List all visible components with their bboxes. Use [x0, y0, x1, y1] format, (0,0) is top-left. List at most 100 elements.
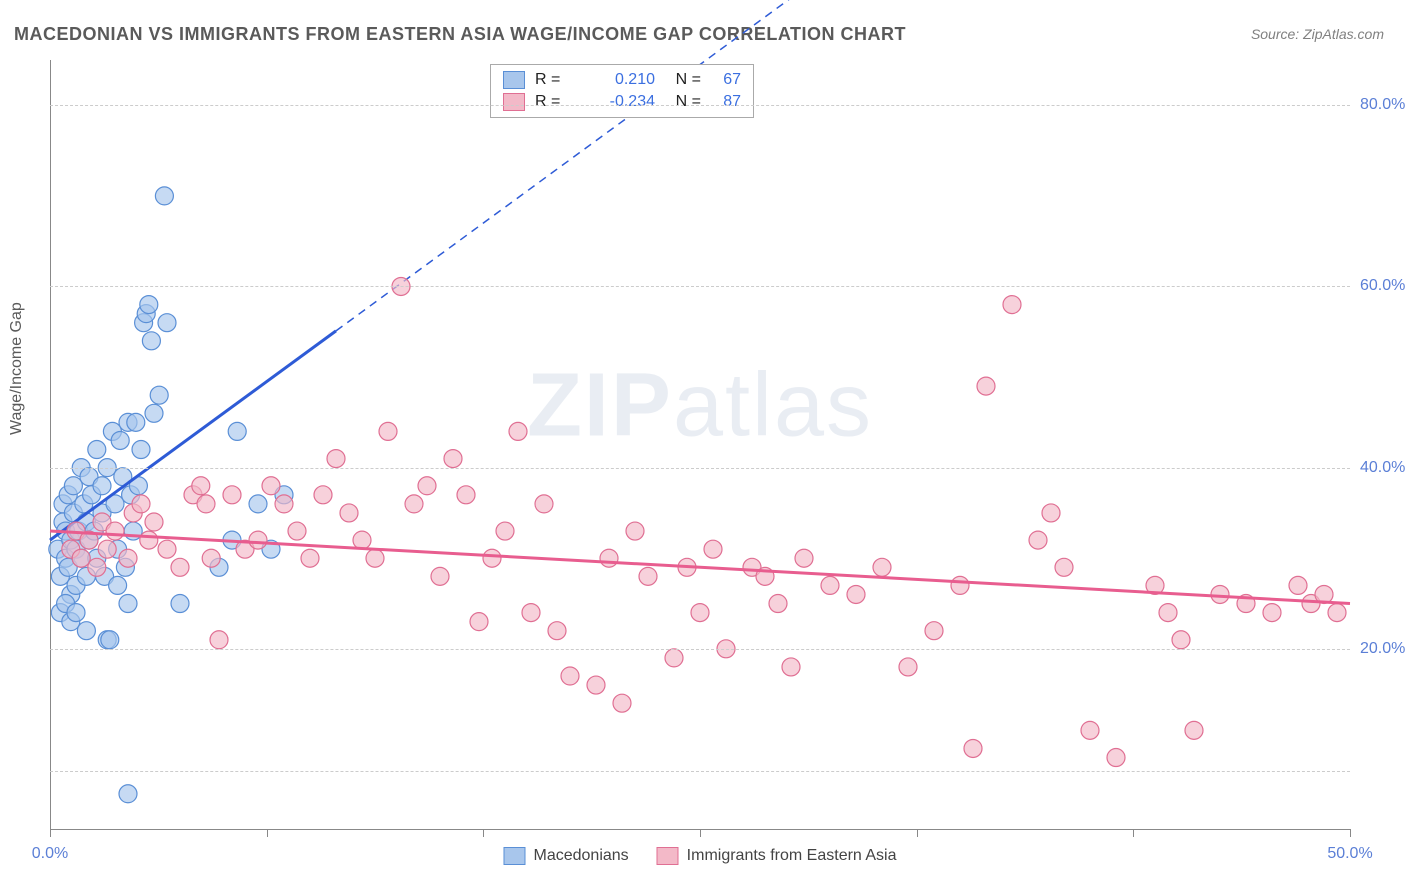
- data-point: [769, 595, 787, 613]
- correlation-legend: R =0.210N =67R =-0.234N =87: [490, 64, 754, 118]
- data-point: [101, 631, 119, 649]
- legend-swatch: [503, 93, 525, 111]
- data-point: [496, 522, 514, 540]
- data-point: [228, 422, 246, 440]
- data-point: [88, 558, 106, 576]
- data-point: [1107, 749, 1125, 767]
- series-legend-item: Macedonians: [503, 847, 628, 865]
- data-point: [873, 558, 891, 576]
- y-axis-label: Wage/Income Gap: [8, 302, 26, 435]
- gridline: [50, 105, 1350, 106]
- legend-row: R =0.210N =67: [499, 69, 745, 91]
- x-tick: [483, 829, 484, 837]
- data-point: [1081, 721, 1099, 739]
- data-point: [444, 450, 462, 468]
- data-point: [1172, 631, 1190, 649]
- data-point: [795, 549, 813, 567]
- legend-n-label: N =: [671, 93, 701, 111]
- data-point: [145, 513, 163, 531]
- data-point: [613, 694, 631, 712]
- source-attribution: Source: ZipAtlas.com: [1251, 26, 1384, 42]
- data-point: [1003, 296, 1021, 314]
- data-point: [1289, 576, 1307, 594]
- legend-n-value: 87: [711, 93, 741, 111]
- plot-area: ZIPatlas R =0.210N =67R =-0.234N =87 Mac…: [50, 60, 1350, 830]
- data-point: [977, 377, 995, 395]
- x-tick: [1133, 829, 1134, 837]
- data-point: [93, 477, 111, 495]
- legend-n-label: N =: [671, 71, 701, 89]
- data-point: [72, 549, 90, 567]
- legend-r-label: R =: [535, 93, 575, 111]
- data-point: [197, 495, 215, 513]
- data-point: [119, 549, 137, 567]
- data-point: [431, 567, 449, 585]
- data-point: [158, 314, 176, 332]
- y-tick-label: 20.0%: [1360, 640, 1405, 658]
- data-point: [119, 595, 137, 613]
- scatter-svg: [50, 60, 1350, 829]
- data-point: [1029, 531, 1047, 549]
- data-point: [158, 540, 176, 558]
- data-point: [1185, 721, 1203, 739]
- x-tick: [267, 829, 268, 837]
- gridline: [50, 649, 1350, 650]
- data-point: [548, 622, 566, 640]
- data-point: [925, 622, 943, 640]
- data-point: [132, 441, 150, 459]
- data-point: [127, 413, 145, 431]
- data-point: [1042, 504, 1060, 522]
- data-point: [782, 658, 800, 676]
- data-point: [340, 504, 358, 522]
- legend-r-label: R =: [535, 71, 575, 89]
- data-point: [509, 422, 527, 440]
- data-point: [301, 549, 319, 567]
- gridline: [50, 771, 1350, 772]
- x-tick: [917, 829, 918, 837]
- data-point: [64, 477, 82, 495]
- regression-line-extrapolated: [336, 0, 830, 331]
- data-point: [249, 495, 267, 513]
- x-tick-label: 50.0%: [1327, 845, 1372, 863]
- chart-title: MACEDONIAN VS IMMIGRANTS FROM EASTERN AS…: [14, 24, 906, 45]
- data-point: [626, 522, 644, 540]
- data-point: [379, 422, 397, 440]
- data-point: [1328, 604, 1346, 622]
- data-point: [1263, 604, 1281, 622]
- y-tick-label: 60.0%: [1360, 277, 1405, 295]
- series-legend: Macedonians Immigrants from Eastern Asia: [503, 847, 896, 865]
- data-point: [691, 604, 709, 622]
- x-tick: [1350, 829, 1351, 837]
- data-point: [1159, 604, 1177, 622]
- data-point: [418, 477, 436, 495]
- data-point: [366, 549, 384, 567]
- data-point: [150, 386, 168, 404]
- data-point: [665, 649, 683, 667]
- legend-swatch: [503, 71, 525, 89]
- data-point: [483, 549, 501, 567]
- x-tick: [700, 829, 701, 837]
- data-point: [275, 495, 293, 513]
- data-point: [639, 567, 657, 585]
- series-legend-label: Immigrants from Eastern Asia: [687, 847, 897, 865]
- data-point: [140, 296, 158, 314]
- x-tick: [50, 829, 51, 837]
- data-point: [262, 477, 280, 495]
- regression-line: [50, 331, 336, 540]
- data-point: [405, 495, 423, 513]
- data-point: [88, 441, 106, 459]
- data-point: [111, 431, 129, 449]
- legend-r-value: -0.234: [585, 93, 655, 111]
- data-point: [249, 531, 267, 549]
- legend-r-value: 0.210: [585, 71, 655, 89]
- series-legend-item: Immigrants from Eastern Asia: [657, 847, 897, 865]
- data-point: [353, 531, 371, 549]
- gridline: [50, 468, 1350, 469]
- x-tick-label: 0.0%: [32, 845, 68, 863]
- legend-row: R = -0.234 N = 87: [499, 91, 745, 113]
- data-point: [561, 667, 579, 685]
- legend-swatch: [657, 847, 679, 865]
- data-point: [119, 785, 137, 803]
- data-point: [1055, 558, 1073, 576]
- data-point: [171, 595, 189, 613]
